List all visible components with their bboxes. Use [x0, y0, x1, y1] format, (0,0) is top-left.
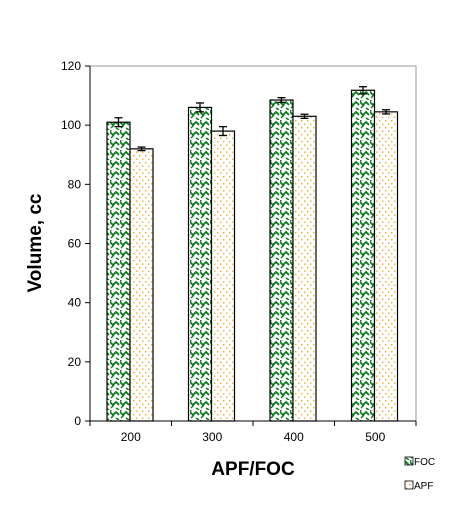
y-tick-label: 40 — [68, 296, 82, 310]
bar-foc — [269, 99, 294, 422]
y-axis-title: Volume, cc — [25, 193, 46, 292]
y-tick-label: 120 — [61, 59, 81, 73]
y-axis: 0 20 40 60 80 100 120 — [61, 59, 91, 428]
x-tick-label: 400 — [284, 430, 304, 444]
y-tick-label: 80 — [68, 177, 82, 191]
x-tick-label: 500 — [365, 430, 385, 444]
bar-apf — [292, 115, 317, 422]
legend-label-foc: FOC — [414, 457, 435, 468]
bar-foc — [106, 121, 131, 422]
y-tick-label: 60 — [68, 237, 82, 251]
y-tick-label: 100 — [61, 118, 81, 132]
bar-apf — [373, 111, 399, 422]
legend-swatch-foc — [404, 456, 414, 466]
x-tick-label: 300 — [202, 430, 222, 444]
bar-foc — [187, 106, 213, 422]
legend: FOC APF — [404, 456, 435, 492]
x-axis: 200 300 400 500 — [89, 420, 417, 444]
x-tick-label: 200 — [121, 430, 141, 444]
x-axis-title: APF/FOC — [211, 459, 295, 480]
bar-apf — [210, 130, 236, 422]
bar-apf — [129, 148, 154, 422]
y-tick-label: 20 — [68, 355, 82, 369]
legend-label-apf: APF — [414, 481, 433, 492]
y-tick-label: 0 — [74, 414, 81, 428]
error-bars — [114, 86, 390, 152]
bar-foc — [350, 89, 376, 422]
legend-swatch-apf — [404, 480, 414, 490]
